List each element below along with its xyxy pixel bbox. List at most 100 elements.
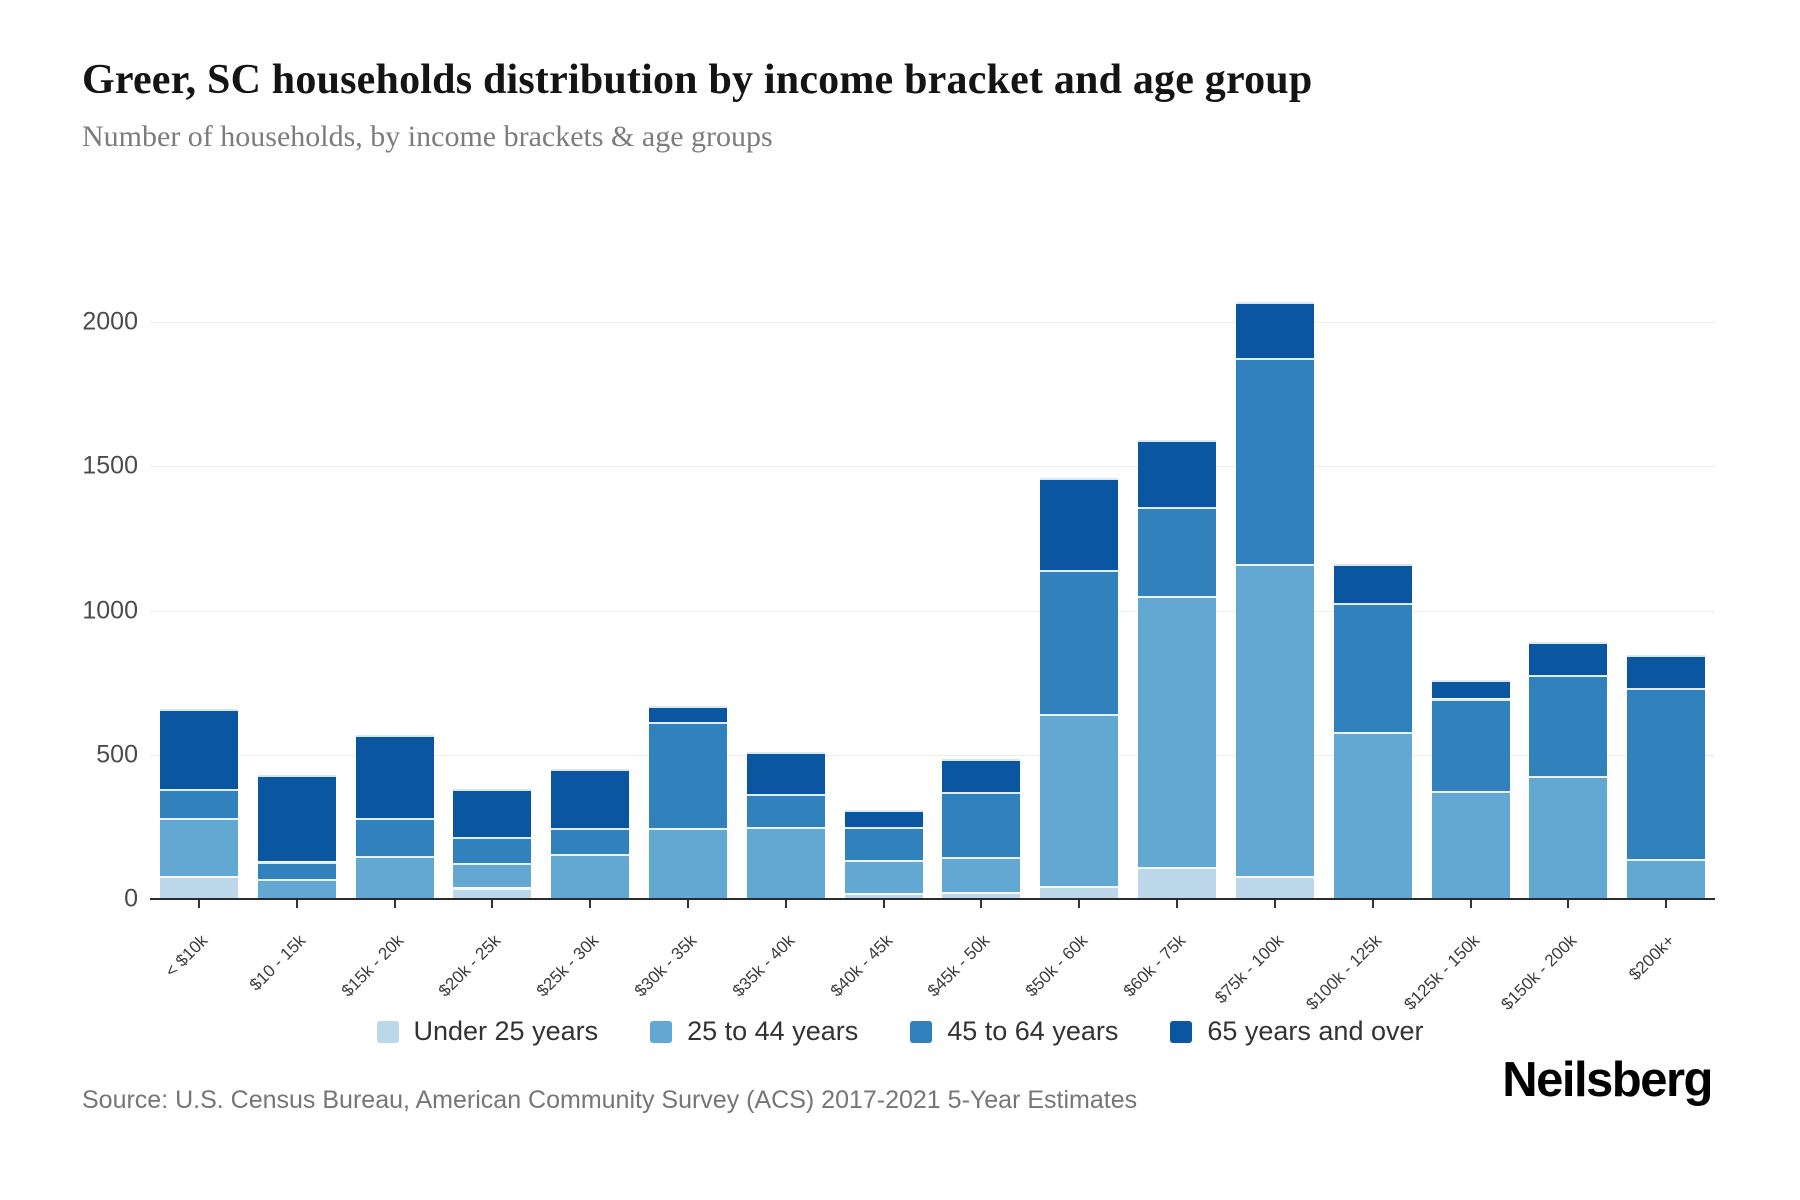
bar-segment-25 to 44 years[interactable]	[355, 855, 434, 899]
bar-segment-45 to 64 years[interactable]	[1235, 358, 1314, 565]
bar-segment-65 years and over[interactable]	[159, 708, 238, 790]
bar-segment-65 years and over[interactable]	[1138, 440, 1216, 507]
bar-segment-45 to 64 years[interactable]	[1138, 506, 1216, 596]
bar-segment-25 to 44 years[interactable]	[942, 857, 1021, 892]
chart-subtitle: Number of households, by income brackets…	[82, 120, 773, 153]
bar-segment-65 years and over[interactable]	[746, 751, 825, 794]
bar-segment-45 to 64 years[interactable]	[1627, 688, 1706, 859]
bar-$15k - 20k[interactable]	[355, 0, 434, 899]
bar-segment-25 to 44 years[interactable]	[1235, 564, 1314, 876]
legend-label: 65 years and over	[1207, 1016, 1424, 1046]
axis-tick	[980, 900, 983, 908]
legend-label: Under 25 years	[413, 1016, 599, 1046]
bar-segment-Under 25 years[interactable]	[1235, 875, 1314, 899]
bar-segment-65 years and over[interactable]	[453, 789, 532, 837]
bar-$60k - 75k[interactable]	[1138, 0, 1216, 899]
bar-segment-25 to 44 years[interactable]	[1529, 776, 1608, 899]
bar-segment-45 to 64 years[interactable]	[453, 837, 532, 863]
bar-$125k - 150k[interactable]	[1431, 0, 1510, 899]
axis-tick	[882, 900, 885, 908]
bar-segment-65 years and over[interactable]	[1040, 477, 1119, 571]
bar-segment-Under 25 years[interactable]	[844, 893, 923, 899]
bar-segment-65 years and over[interactable]	[844, 809, 923, 827]
bar-segment-25 to 44 years[interactable]	[1431, 790, 1510, 899]
bar-segment-45 to 64 years[interactable]	[1040, 570, 1119, 715]
legend-label: 25 to 44 years	[687, 1016, 859, 1046]
bar-segment-Under 25 years[interactable]	[942, 891, 1021, 899]
bar-$45k - 50k[interactable]	[942, 0, 1021, 899]
bar-segment-Under 25 years[interactable]	[453, 887, 532, 899]
axis-tick	[1567, 900, 1570, 908]
axis-tick	[589, 900, 592, 908]
legend-item-25-to-44[interactable]: 25 to 44 years	[650, 1016, 858, 1047]
axis-tick	[1273, 900, 1276, 908]
bar-$50k - 60k[interactable]	[1040, 0, 1119, 899]
axis-tick	[1078, 900, 1081, 908]
bar-segment-45 to 64 years[interactable]	[649, 721, 727, 829]
bar-$200k+[interactable]	[1627, 0, 1706, 899]
axis-tick	[295, 900, 298, 908]
bar-segment-25 to 44 years[interactable]	[453, 862, 532, 888]
y-axis-label: 500	[96, 740, 138, 769]
x-axis-line	[150, 898, 1715, 900]
bar-$150k - 200k[interactable]	[1529, 0, 1608, 899]
gridline	[150, 754, 1715, 756]
legend-swatch-65-and-over	[1170, 1020, 1193, 1043]
bar-segment-65 years and over[interactable]	[649, 705, 727, 722]
axis-tick	[1665, 900, 1668, 908]
bar-$30k - 35k[interactable]	[649, 0, 727, 899]
axis-tick	[393, 900, 396, 908]
bar-$100k - 125k[interactable]	[1333, 0, 1412, 899]
bar-segment-65 years and over[interactable]	[942, 759, 1021, 793]
bar-segment-25 to 44 years[interactable]	[844, 860, 923, 894]
bar-segment-45 to 64 years[interactable]	[1431, 698, 1510, 791]
axis-tick	[687, 900, 689, 908]
bar-segment-45 to 64 years[interactable]	[844, 826, 923, 861]
bar-$10 - 15k[interactable]	[257, 0, 336, 899]
bar-segment-45 to 64 years[interactable]	[746, 793, 825, 827]
bar-segment-65 years and over[interactable]	[355, 734, 434, 819]
bar-segment-45 to 64 years[interactable]	[355, 818, 434, 856]
bar-segment-65 years and over[interactable]	[257, 774, 336, 862]
bar-$20k - 25k[interactable]	[453, 0, 532, 899]
bar-segment-65 years and over[interactable]	[1333, 564, 1412, 604]
axis-tick	[491, 900, 494, 908]
bar-segment-45 to 64 years[interactable]	[159, 789, 238, 819]
legend-item-45-to-64[interactable]: 45 to 64 years	[910, 1016, 1118, 1047]
bar-segment-25 to 44 years[interactable]	[746, 826, 825, 899]
bar-segment-25 to 44 years[interactable]	[1040, 714, 1119, 887]
bar-segment-45 to 64 years[interactable]	[942, 792, 1021, 858]
bar-$25k - 30k[interactable]	[551, 0, 630, 899]
bar-< $10k[interactable]	[159, 0, 238, 899]
bar-segment-65 years and over[interactable]	[1235, 301, 1314, 359]
bar-segment-65 years and over[interactable]	[1431, 679, 1510, 699]
bar-segment-Under 25 years[interactable]	[1138, 867, 1216, 899]
bar-segment-Under 25 years[interactable]	[159, 875, 238, 899]
bar-segment-45 to 64 years[interactable]	[1529, 675, 1608, 777]
bar-segment-45 to 64 years[interactable]	[257, 861, 336, 879]
bar-segment-45 to 64 years[interactable]	[551, 828, 630, 855]
bar-segment-65 years and over[interactable]	[551, 769, 630, 829]
y-axis-label: 0	[124, 884, 138, 913]
bar-segment-25 to 44 years[interactable]	[159, 818, 238, 876]
bar-segment-25 to 44 years[interactable]	[257, 878, 336, 899]
bar-segment-25 to 44 years[interactable]	[1627, 858, 1706, 899]
bar-$40k - 45k[interactable]	[844, 0, 923, 899]
legend-item-under-25[interactable]: Under 25 years	[376, 1016, 599, 1047]
bar-segment-65 years and over[interactable]	[1627, 655, 1706, 689]
bar-segment-45 to 64 years[interactable]	[1333, 603, 1412, 732]
bar-segment-25 to 44 years[interactable]	[551, 854, 630, 899]
bar-segment-65 years and over[interactable]	[1529, 642, 1608, 676]
bar-segment-25 to 44 years[interactable]	[1138, 596, 1216, 868]
y-axis-label: 1500	[82, 451, 138, 480]
bar-$75k - 100k[interactable]	[1235, 0, 1314, 899]
bar-segment-25 to 44 years[interactable]	[649, 828, 727, 899]
gridline	[150, 466, 1715, 468]
bar-segment-Under 25 years[interactable]	[1040, 886, 1119, 899]
bar-segment-25 to 44 years[interactable]	[1333, 731, 1412, 899]
axis-tick	[1371, 900, 1374, 908]
bar-$35k - 40k[interactable]	[746, 0, 825, 899]
legend-item-65-and-over[interactable]: 65 years and over	[1170, 1016, 1424, 1047]
